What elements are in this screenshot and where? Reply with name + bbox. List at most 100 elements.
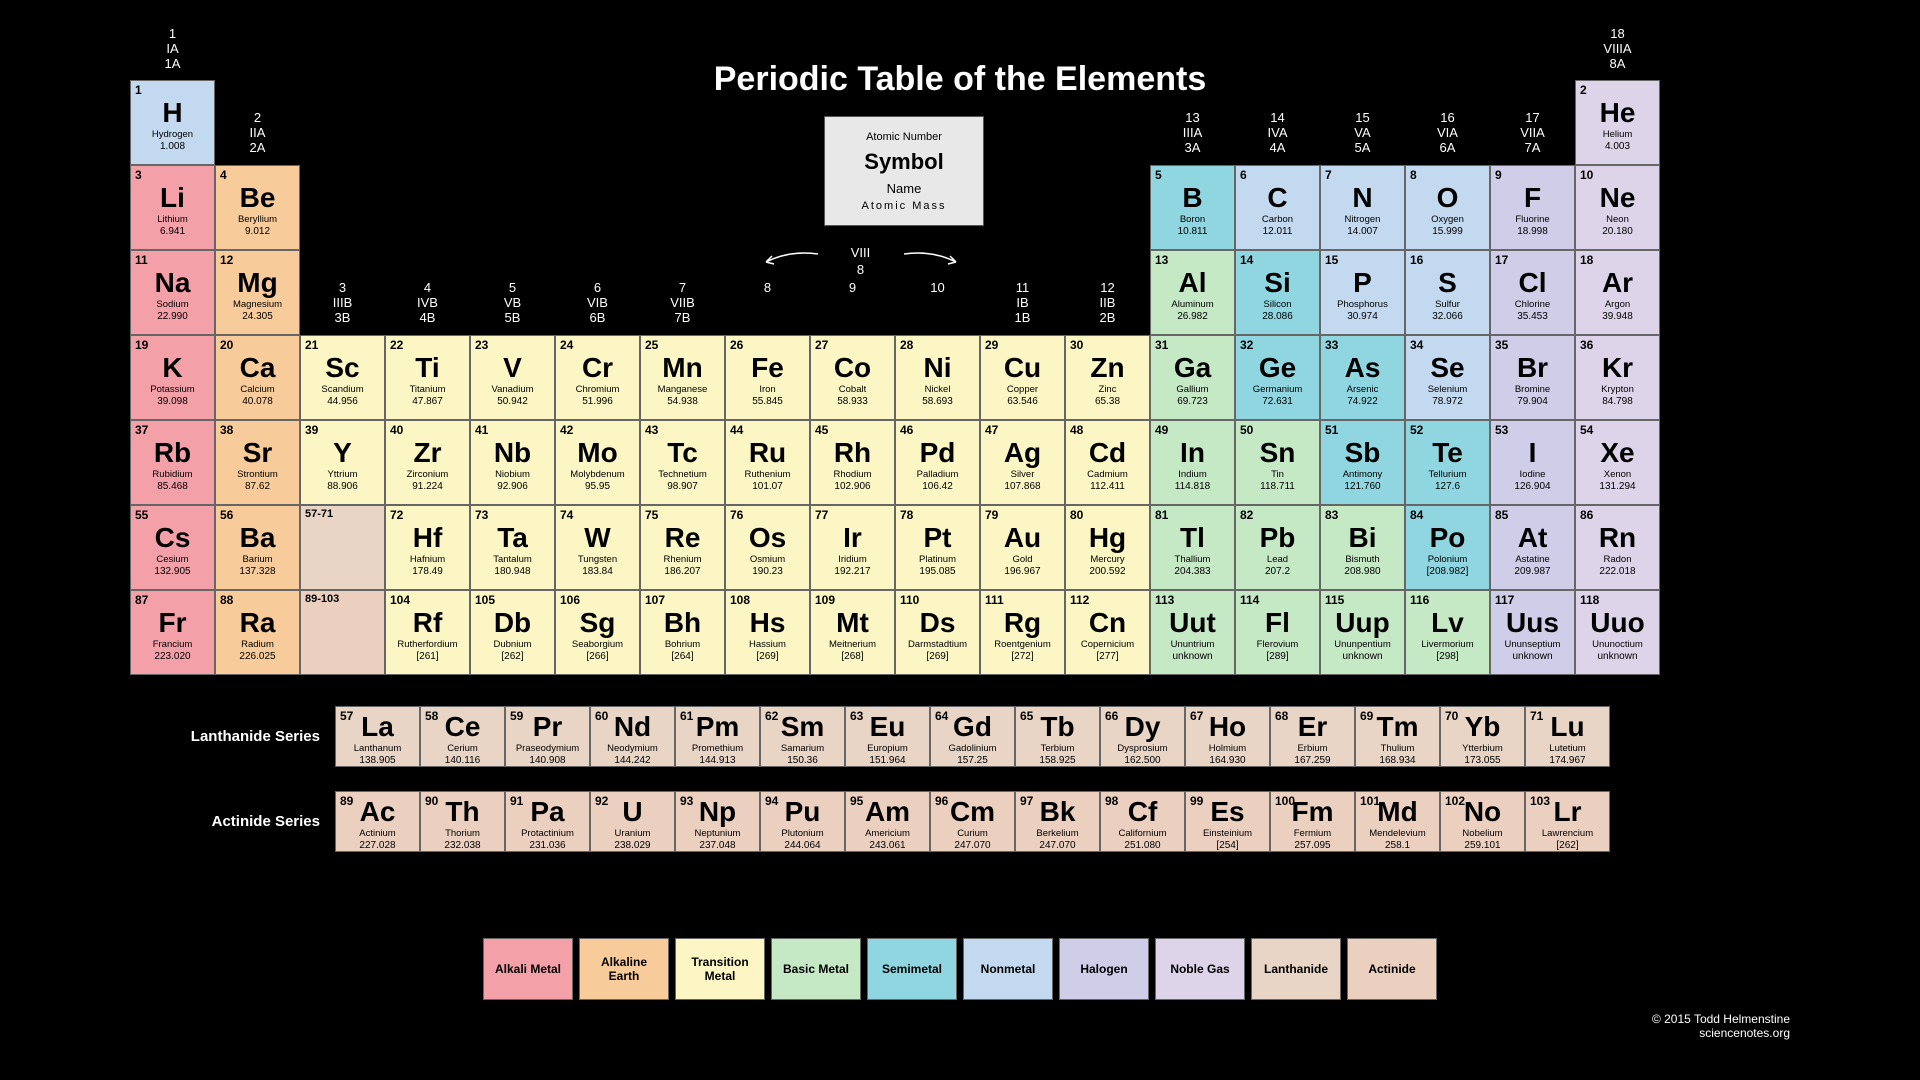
element-name: Helium (1603, 129, 1633, 140)
atomic-number: 28 (900, 338, 913, 352)
element-cell: 54XeXenon131.294 (1575, 420, 1660, 505)
element-cell: 23VVanadium50.942 (470, 335, 555, 420)
atomic-mass: 106.42 (922, 481, 953, 492)
atomic-mass: 51.996 (582, 396, 613, 407)
element-symbol: Rn (1599, 524, 1636, 552)
element-name: Tantalum (493, 554, 532, 565)
atomic-number: 118 (1580, 593, 1599, 607)
element-cell: 85AtAstatine209.987 (1490, 505, 1575, 590)
element-cell: 71LuLutetium174.967 (1525, 706, 1610, 767)
atomic-number: 77 (815, 508, 828, 522)
viii-arrow-left-icon (762, 250, 818, 266)
atomic-mass: 131.294 (1599, 481, 1635, 492)
atomic-number: 54 (1580, 423, 1593, 437)
element-cell: 110DsDarmstadtium[269] (895, 590, 980, 675)
viii-arrow-right-icon (904, 250, 960, 266)
element-name: Roentgenium (994, 639, 1051, 650)
group-header: 9 (810, 280, 895, 295)
atomic-mass: 257.095 (1294, 840, 1330, 851)
element-cell: 49InIndium114.818 (1150, 420, 1235, 505)
element-name: Einsteinium (1203, 828, 1252, 839)
atomic-mass: 88.906 (327, 481, 358, 492)
element-symbol: Hg (1089, 524, 1126, 552)
element-symbol: Co (834, 354, 871, 382)
element-name: Lutetium (1549, 743, 1585, 754)
atomic-mass: 72.631 (1262, 396, 1293, 407)
atomic-number: 32 (1240, 338, 1253, 352)
element-name: Zirconium (407, 469, 449, 480)
atomic-mass: 195.085 (919, 566, 955, 577)
legend-item: Alkaline Earth (579, 938, 669, 1000)
element-name: Francium (153, 639, 193, 650)
atomic-number: 103 (1530, 794, 1550, 808)
atomic-number: 104 (390, 593, 410, 607)
atomic-mass: 20.180 (1602, 226, 1633, 237)
element-cell: 45RhRhodium102.906 (810, 420, 895, 505)
atomic-mass: 173.055 (1464, 755, 1500, 766)
element-cell: 106SgSeaborgium[266] (555, 590, 640, 675)
atomic-number: 59 (510, 709, 523, 723)
element-symbol: Sg (580, 609, 616, 637)
atomic-number: 84 (1410, 508, 1423, 522)
atomic-mass: 10.811 (1178, 226, 1208, 237)
atomic-number: 106 (560, 593, 580, 607)
atomic-mass: 174.967 (1549, 755, 1585, 766)
atomic-number: 64 (935, 709, 948, 723)
group-header: 2IIA2A (215, 110, 300, 155)
atomic-number: 63 (850, 709, 863, 723)
atomic-number: 48 (1070, 423, 1083, 437)
element-name: Seaborgium (572, 639, 623, 650)
group-header: 15VA5A (1320, 110, 1405, 155)
element-symbol: Cu (1004, 354, 1041, 382)
atomic-mass: 114.818 (1175, 481, 1210, 492)
atomic-number: 72 (390, 508, 403, 522)
element-symbol: As (1345, 354, 1381, 382)
element-name: Gold (1012, 554, 1032, 565)
element-cell: 92UUranium238.029 (590, 791, 675, 852)
element-name: Plutonium (781, 828, 823, 839)
element-symbol: Ir (843, 524, 862, 552)
atomic-number: 67 (1190, 709, 1203, 723)
element-name: Iridium (838, 554, 867, 565)
element-cell: 51SbAntimony121.760 (1320, 420, 1405, 505)
atomic-mass: 178.49 (412, 566, 443, 577)
atomic-number: 10 (1580, 168, 1593, 182)
element-cell: 6CCarbon12.011 (1235, 165, 1320, 250)
element-name: Bismuth (1345, 554, 1379, 565)
element-symbol: I (1529, 439, 1537, 467)
legend-item: Transition Metal (675, 938, 765, 1000)
element-cell: 65TbTerbium158.925 (1015, 706, 1100, 767)
element-cell: 61PmPromethium144.913 (675, 706, 760, 767)
element-symbol: Tc (667, 439, 698, 467)
element-symbol: Pt (924, 524, 952, 552)
atomic-mass: 137.328 (239, 566, 275, 577)
element-cell: 47AgSilver107.868 (980, 420, 1065, 505)
element-symbol: Pr (533, 713, 563, 741)
element-cell: 107BhBohrium[264] (640, 590, 725, 675)
element-cell: 70YbYtterbium173.055 (1440, 706, 1525, 767)
atomic-mass: 164.930 (1209, 755, 1245, 766)
atomic-number: 15 (1325, 253, 1338, 267)
atomic-number: 87 (135, 593, 148, 607)
atomic-number: 38 (220, 423, 233, 437)
atomic-number: 89-103 (305, 593, 339, 605)
atomic-number: 78 (900, 508, 913, 522)
atomic-mass: 65.38 (1095, 396, 1120, 407)
atomic-number: 57-71 (305, 508, 333, 520)
element-cell: 108HsHassium[269] (725, 590, 810, 675)
element-symbol: Tb (1040, 713, 1074, 741)
element-cell: 59PrPraseodymium140.908 (505, 706, 590, 767)
element-symbol: Ra (240, 609, 276, 637)
atomic-mass: 237.048 (699, 840, 735, 851)
element-name: Oxygen (1431, 214, 1464, 225)
element-name: Ununtrium (1171, 639, 1215, 650)
atomic-mass: [262] (501, 651, 523, 662)
legend-item: Basic Metal (771, 938, 861, 1000)
element-cell: 31GaGallium69.723 (1150, 335, 1235, 420)
element-name: Krypton (1601, 384, 1634, 395)
element-name: Terbium (1041, 743, 1075, 754)
atomic-mass: 39.948 (1602, 311, 1633, 322)
element-symbol: Rg (1004, 609, 1041, 637)
element-name: Silver (1011, 469, 1035, 480)
key-mass-label: Atomic Mass (862, 200, 947, 212)
